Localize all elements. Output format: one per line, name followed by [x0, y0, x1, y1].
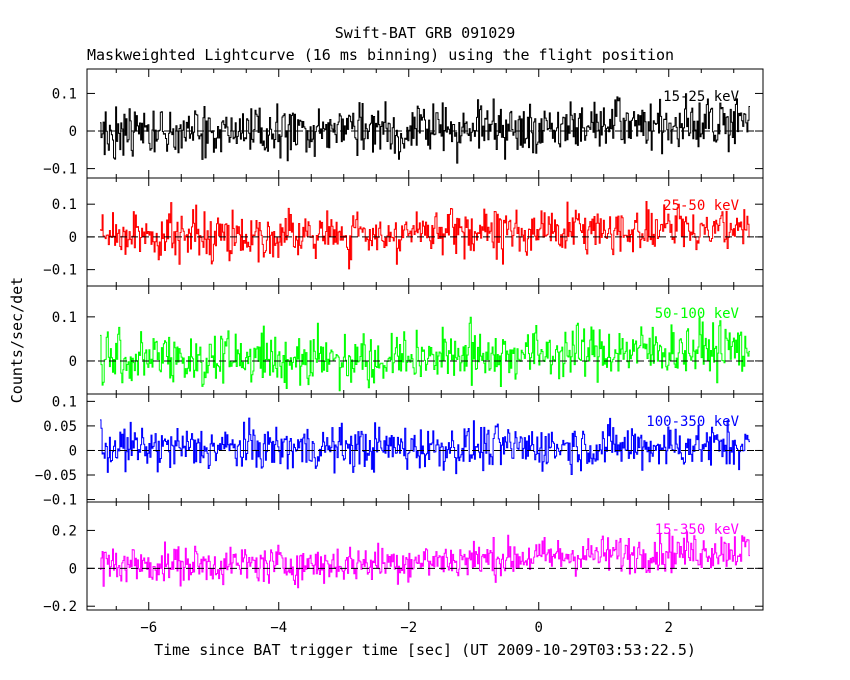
- y-tick-label: 0: [69, 443, 77, 459]
- band-label-2: 25-50 keV: [663, 198, 739, 214]
- y-tick-label: 0.1: [52, 86, 77, 102]
- chart-title: Swift-BAT GRB 091029: [335, 24, 516, 42]
- panel-1: −0.1 0 0.1 15-25 keV: [43, 68, 764, 179]
- band-label-4: 100-350 keV: [646, 414, 739, 430]
- y-tick-label: 0: [69, 354, 77, 370]
- band-label-3: 50-100 keV: [655, 306, 740, 322]
- y-tick-label: −0.05: [35, 468, 77, 484]
- y-tick-label: 0: [69, 561, 77, 577]
- x-tick-label: −2: [400, 620, 417, 636]
- band-label-5: 15-350 keV: [655, 522, 740, 538]
- panel-4: −0.1 −0.05 0 0.05 0.1 100-350 keV: [35, 393, 764, 509]
- x-axis-label: Time since BAT trigger time [sec] (UT 20…: [154, 641, 696, 659]
- y-tick-label: −0.1: [43, 162, 77, 178]
- series-line-1: [100, 93, 750, 164]
- y-tick-label: 0.05: [43, 419, 77, 435]
- series-line-5: [100, 531, 750, 589]
- chart-subtitle: Maskweighted Lightcurve (16 ms binning) …: [87, 46, 674, 64]
- series-line-4: [100, 417, 750, 475]
- panel-5: −0.2 0 0.2 15-350 keV: [43, 501, 764, 615]
- y-tick-label: −0.2: [43, 599, 77, 615]
- panel-3: 0 0.1 50-100 keV: [52, 285, 764, 395]
- y-tick-label: 0.1: [52, 310, 77, 326]
- y-tick-label: −0.1: [43, 493, 77, 509]
- y-tick-label: −0.1: [43, 263, 77, 279]
- x-tick-label: 0: [535, 620, 543, 636]
- y-tick-label: 0.2: [52, 523, 77, 539]
- panels-group: −0.1 0 0.1 15-25 keV −0.1 0 0.1 25-50 keV 0 0.1 50…: [35, 68, 764, 636]
- x-tick-label: 2: [665, 620, 673, 636]
- y-tick-label: 0.1: [52, 394, 77, 410]
- band-label-1: 15-25 keV: [663, 89, 739, 105]
- panel-frame: [86, 501, 764, 611]
- panel-2: −0.1 0 0.1 25-50 keV: [43, 177, 764, 287]
- series-line-3: [100, 316, 750, 392]
- y-axis-label: Counts/sec/det: [8, 277, 26, 403]
- y-tick-label: 0.1: [52, 197, 77, 213]
- y-tick-label: 0: [69, 230, 77, 246]
- y-tick-label: 0: [69, 124, 77, 140]
- x-tick-label: −6: [140, 620, 157, 636]
- series-line-2: [100, 201, 750, 270]
- panel-frame: [86, 285, 764, 395]
- x-tick-label: −4: [270, 620, 287, 636]
